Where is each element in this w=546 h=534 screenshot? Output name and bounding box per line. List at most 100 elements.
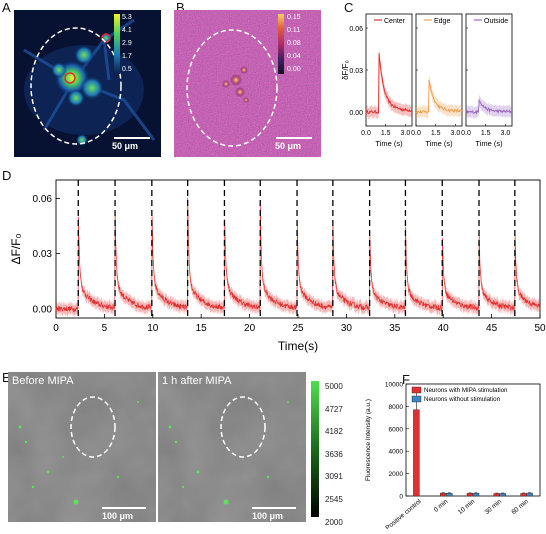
x-axis-label: Time (s)	[475, 139, 503, 148]
panel-letter-a: A	[2, 0, 11, 15]
x-axis-label: Time(s)	[278, 339, 318, 353]
colorbar-tick: 5000	[325, 382, 343, 391]
bar	[413, 409, 420, 497]
colorbar-tick: 0.04	[287, 53, 301, 60]
series-line	[465, 98, 513, 115]
colorbar-tick: 2000	[325, 517, 343, 527]
colorbar-tick: 0.5	[122, 66, 132, 73]
panel-b-scalebar-label: 50 μm	[275, 141, 302, 151]
panel-letter-e: E	[2, 370, 11, 385]
panel-e-scalebar-after: 100 μm	[252, 511, 284, 521]
colorbar-tick: 3091	[325, 472, 343, 482]
panel-e-colorbar	[311, 381, 319, 517]
x-tick-label: Positive control	[384, 498, 423, 529]
x-tick-label: 0 min	[433, 498, 450, 514]
y-tick-label: 0.03	[349, 68, 363, 75]
x-tick-label: 50	[534, 323, 546, 334]
x-axis-label: Time (s)	[425, 139, 453, 148]
y-axis-label: Fluorescence Intensity (a.u.)	[365, 399, 372, 481]
series-line	[365, 52, 413, 115]
x-tick-label: 0.0	[361, 130, 371, 137]
series-line	[55, 197, 541, 313]
colorbar-tick: 2545	[325, 494, 343, 504]
colorbar-tick: 4.1	[122, 27, 132, 34]
panel-a-colorbar-labels: 5.3 4.1 2.9 1.7 0.5	[122, 11, 132, 76]
y-tick-label: 4000	[389, 449, 404, 456]
legend-label: Neurons without stimulation	[424, 396, 501, 403]
colorbar-tick: 0.11	[287, 27, 301, 34]
x-tick-label: 1.5	[481, 130, 491, 137]
x-tick-label: 40	[438, 323, 450, 334]
legend-swatch	[411, 386, 422, 394]
series-line	[415, 79, 463, 115]
bar	[520, 493, 527, 497]
error-band	[466, 94, 512, 119]
bar	[499, 493, 507, 497]
panel-e-image-before	[8, 372, 156, 522]
colorbar-tick: 1.7	[122, 53, 132, 60]
y-axis-label: ΔF/F₀	[9, 233, 23, 264]
colorbar-tick: 0.15	[287, 14, 301, 21]
x-tick-label: 3.0	[501, 130, 511, 137]
colorbar-tick: 4182	[325, 427, 343, 437]
panel-e-image-after	[158, 372, 306, 522]
colorbar-tick: 0.00	[287, 66, 301, 73]
panel-letter-b: B	[176, 0, 185, 15]
x-tick-label: 30 min	[484, 498, 504, 516]
panel-e-colorbar-labels: 5000 4727 4182 3636 3091 2545 2000	[325, 376, 343, 534]
panel-a-image	[14, 10, 161, 157]
y-tick-label: 0	[399, 494, 403, 501]
panel-a-colorbar	[114, 14, 120, 74]
legend-label: Edge	[434, 18, 450, 25]
x-tick-label: 0	[53, 323, 59, 334]
colorbar-tick: 2.9	[122, 40, 132, 47]
x-tick-label: 1.5	[431, 130, 441, 137]
panel-b-colorbar	[278, 14, 284, 74]
panel-letter-f: F	[402, 372, 410, 387]
bar	[493, 493, 501, 497]
x-tick-label: 60 min	[510, 498, 530, 516]
x-tick-label: 0.0	[411, 130, 421, 137]
y-tick-label: 2000	[389, 471, 404, 478]
panel-b-image	[174, 10, 321, 157]
y-tick-label: 6000	[389, 426, 404, 433]
x-tick-label: 10 min	[457, 498, 477, 516]
colorbar-tick: 0.08	[287, 40, 301, 47]
panel-letter-d: D	[2, 168, 12, 183]
x-tick-label: 45	[486, 323, 498, 334]
panel-e-label-after: 1 h after MIPA	[162, 375, 232, 387]
error-band	[416, 74, 462, 119]
y-tick-label: 0.00	[349, 110, 363, 117]
legend-label: Center	[384, 18, 406, 25]
panel-a-scalebar-label: 50 μm	[112, 141, 139, 151]
panel-f-chart: 10000 8000 6000 4000 2000 0 Fluorescence Inten…	[365, 382, 541, 529]
x-tick-label: 35	[389, 323, 401, 334]
x-tick-label: 3.0	[401, 130, 411, 137]
y-axis-label: δF/F₀	[341, 60, 350, 80]
bar	[472, 492, 480, 497]
panel-e-scalebar-before: 100 μm	[102, 511, 134, 521]
bar	[439, 492, 447, 497]
colorbar-tick: 3636	[325, 449, 343, 459]
x-tick-label: 3.0	[451, 130, 461, 137]
panel-letter-c: C	[344, 0, 354, 15]
legend-swatch	[411, 395, 422, 403]
bar	[466, 493, 474, 497]
y-tick-label: 0.06	[33, 194, 53, 205]
legend-label: Neurons with MIPA stimulation	[424, 387, 508, 394]
legend-label: Outside	[484, 18, 508, 25]
y-tick-label: 10000	[385, 382, 403, 389]
x-tick-label: 10	[147, 323, 159, 334]
x-tick-label: 15	[196, 323, 208, 334]
panel-b-colorbar-labels: 0.15 0.11 0.08 0.04 0.00	[287, 11, 301, 76]
x-tick-label: 20	[244, 323, 256, 334]
x-tick-label: 1.5	[381, 130, 391, 137]
x-tick-label: 25	[292, 323, 304, 334]
x-tick-label: 0.0	[461, 130, 471, 137]
x-tick-label: 5	[102, 323, 108, 334]
x-axis-label: Time (s)	[375, 139, 403, 148]
y-tick-label: 0.06	[349, 26, 363, 33]
panel-e-label-before: Before MIPA	[12, 375, 74, 387]
panel-c-chart: δF/F₀ 0.06 0.03 0.00 Center 0.0 1.5 3.0 Time (s)…	[341, 13, 513, 148]
y-tick-label: 0.03	[33, 249, 53, 260]
